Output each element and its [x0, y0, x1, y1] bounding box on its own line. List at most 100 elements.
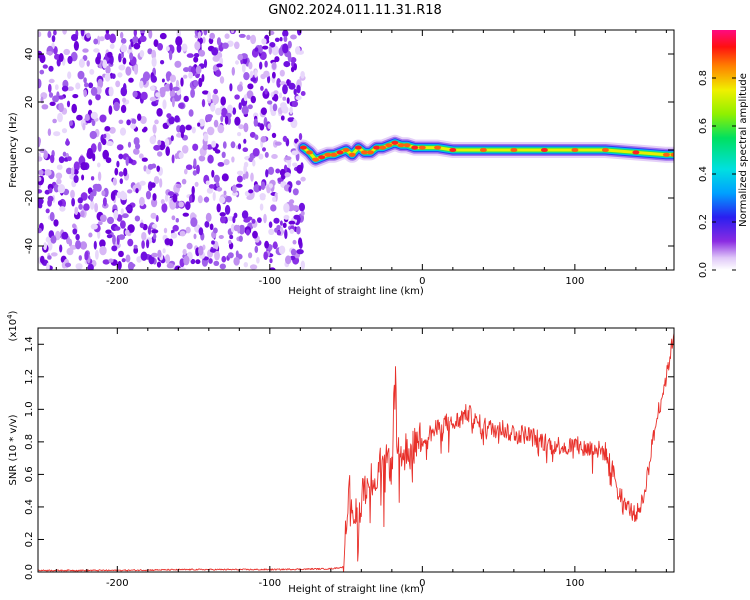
signal-peak [299, 145, 307, 150]
noise-speck [182, 248, 187, 256]
spectrogram-y-tick-label: 0 [24, 147, 35, 153]
noise-speck [159, 178, 163, 188]
noise-speck [120, 52, 124, 59]
noise-speck [222, 42, 229, 49]
snr-panel: -200 -100 0 100 0.0 0.2 0.4 0.6 0.8 1.0 1.2 1.4 He… [6, 310, 675, 595]
noise-speck [150, 85, 155, 91]
noise-speck [119, 178, 124, 185]
signal-peak [479, 148, 487, 152]
noise-speck [284, 156, 292, 161]
noise-speck [133, 30, 137, 37]
noise-speck [241, 210, 249, 220]
noise-speck [139, 35, 147, 43]
noise-speck [181, 178, 187, 185]
noise-speck [61, 128, 68, 134]
noise-speck [197, 31, 202, 39]
noise-speck [287, 51, 292, 60]
noise-speck [257, 217, 262, 224]
noise-speck [121, 258, 126, 263]
noise-speck [298, 237, 303, 247]
colorbar-gradient [712, 30, 736, 270]
noise-speck [97, 141, 102, 152]
noise-speck [238, 235, 243, 242]
noise-speck [257, 122, 261, 127]
noise-speck [155, 215, 159, 222]
noise-speck [113, 209, 119, 220]
noise-speck [230, 30, 235, 34]
noise-speck [58, 53, 64, 62]
noise-speck [193, 158, 197, 168]
noise-speck [183, 74, 188, 79]
noise-speck [127, 141, 132, 148]
noise-speck [82, 55, 88, 61]
noise-speck [254, 245, 259, 253]
noise-speck [97, 171, 102, 182]
noise-speck [43, 242, 47, 251]
noise-speck [209, 32, 215, 40]
noise-speck [212, 94, 217, 100]
noise-speck [116, 160, 120, 168]
noise-speck [213, 260, 220, 266]
signal-peak [434, 145, 442, 150]
noise-speck [93, 38, 99, 45]
noise-speck [210, 102, 216, 112]
noise-speck [237, 84, 243, 92]
noise-speck [288, 186, 292, 193]
colorbar-tick-label: 0.4 [698, 166, 709, 182]
noise-speck [110, 191, 116, 201]
noise-speck [59, 244, 63, 253]
noise-speck [213, 88, 219, 95]
noise-speck [241, 105, 249, 115]
signal-peak [411, 145, 419, 150]
noise-speck [48, 65, 54, 72]
noise-speck [206, 187, 214, 194]
noise-speck [40, 255, 45, 264]
noise-speck [211, 240, 215, 245]
noise-speck [111, 245, 118, 252]
noise-speck [282, 222, 287, 228]
noise-speck [286, 97, 290, 104]
noise-speck [178, 267, 187, 270]
spectrogram-x-tick-label: 0 [419, 276, 425, 287]
noise-speck [99, 245, 107, 256]
noise-speck [238, 33, 246, 38]
noise-speck [201, 74, 205, 82]
noise-speck [75, 240, 82, 250]
noise-speck [238, 124, 244, 130]
noise-speck [300, 176, 306, 182]
noise-speck [211, 47, 219, 56]
noise-speck [216, 63, 223, 68]
noise-speck [224, 204, 231, 215]
noise-speck [156, 261, 162, 268]
signal-peak [571, 148, 579, 152]
noise-speck [90, 86, 98, 96]
noise-speck [38, 156, 43, 162]
noise-speck [279, 69, 285, 77]
noise-speck [248, 189, 254, 194]
noise-speck [102, 197, 107, 207]
noise-speck [261, 181, 266, 190]
spectrogram-y-tick-label: 40 [24, 48, 35, 61]
noise-speck [120, 220, 126, 229]
noise-speck [290, 248, 297, 256]
noise-speck [88, 82, 94, 89]
noise-speck [53, 219, 59, 227]
noise-speck [126, 119, 131, 126]
noise-speck [168, 116, 175, 125]
noise-speck [272, 71, 276, 79]
noise-speck [296, 84, 301, 94]
noise-speck [188, 109, 194, 117]
noise-speck [274, 141, 282, 146]
noise-speck [77, 70, 85, 80]
noise-speck [269, 267, 276, 270]
noise-speck [69, 120, 73, 126]
noise-speck [220, 96, 226, 106]
noise-speck [92, 183, 101, 190]
noise-speck [159, 87, 166, 98]
noise-speck [156, 165, 160, 172]
noise-speck [120, 44, 128, 53]
noise-speck [283, 214, 290, 220]
noise-speck [295, 180, 301, 186]
noise-speck [283, 203, 290, 213]
noise-speck [118, 171, 124, 177]
